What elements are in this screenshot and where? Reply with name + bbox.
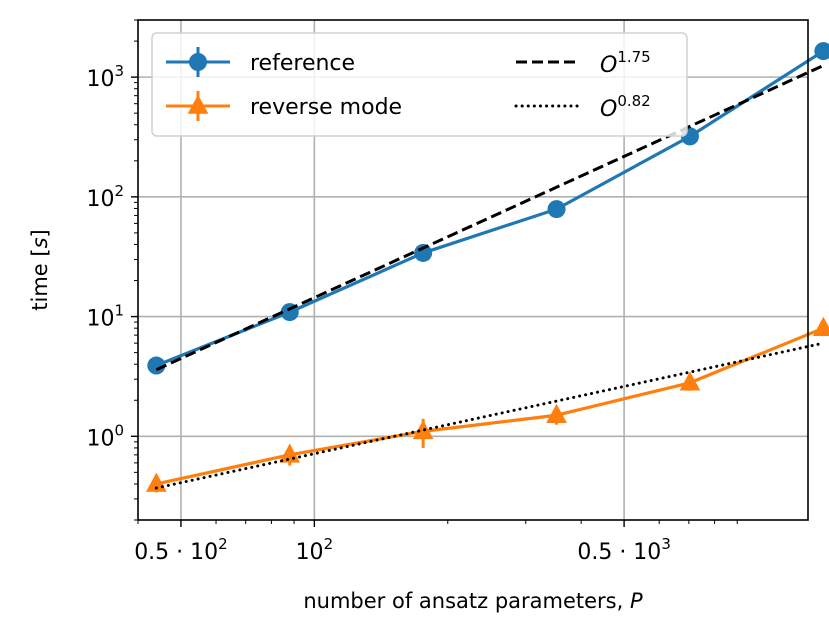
series-1 <box>146 317 829 493</box>
y-tick-label-2: 102 <box>86 182 124 212</box>
y-tick-label-1: 101 <box>86 302 124 332</box>
x-tick-label-0: 0.5 · 102 <box>134 535 228 565</box>
y-tick-label-0: 100 <box>86 421 124 451</box>
series-0-point-3 <box>548 200 566 218</box>
chart: 0.5 · 102 102 0.5 · 103 100 101 102 103 refere… <box>0 0 829 641</box>
legend-marker-0 <box>189 53 207 71</box>
y-axis-label: time [s] <box>28 229 52 310</box>
legend-label-1: reverse mode <box>250 95 402 120</box>
series-1-line <box>156 328 823 484</box>
series-3 <box>156 343 823 488</box>
legend-label-0: reference <box>250 51 355 76</box>
x-tick-label-2: 0.5 · 103 <box>577 535 671 565</box>
series-3-line <box>156 343 823 488</box>
series-1-point-5 <box>813 317 829 336</box>
x-tick-label-1: 102 <box>296 535 334 565</box>
x-axis-label: number of ansatz parameters, P <box>303 589 643 613</box>
y-tick-label-3: 103 <box>86 62 124 92</box>
legend: referencereverse modeO1.75O0.82 <box>152 33 687 136</box>
series-0-point-5 <box>814 42 829 60</box>
